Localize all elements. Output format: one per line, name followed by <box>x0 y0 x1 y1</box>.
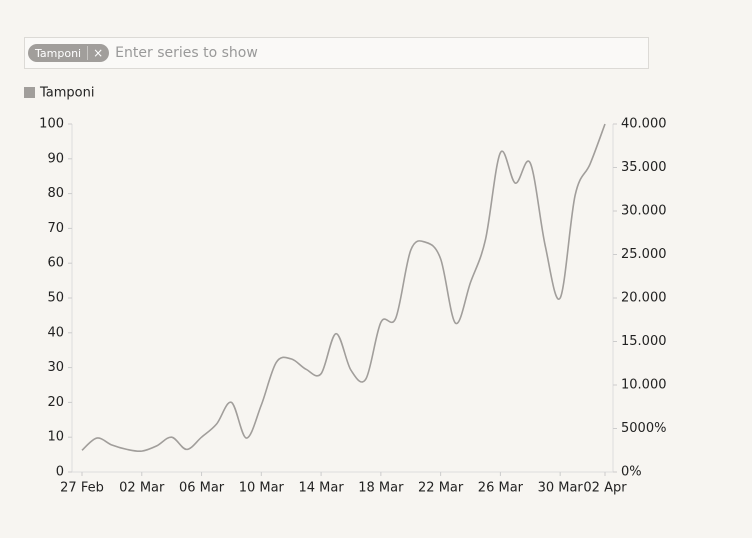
series-picker[interactable]: Tamponi × Enter series to show <box>24 37 649 69</box>
x-tick-label: 06 Mar <box>179 481 225 496</box>
x-tick-label: 26 Mar <box>478 481 524 496</box>
y2-tick-label: 30.000 <box>621 204 667 219</box>
y-tick-label: 20 <box>47 395 64 410</box>
y-tick-label: 80 <box>47 186 64 201</box>
y2-tick-label: 40.000 <box>621 117 667 132</box>
y2-tick-label: 15.000 <box>621 334 667 349</box>
x-tick-label: 02 Apr <box>583 481 627 496</box>
y-tick-label: 0 <box>56 465 64 480</box>
y-tick-label: 100 <box>39 117 64 132</box>
y2-tick-label: 0% <box>621 465 642 480</box>
chip-remove[interactable]: × <box>87 46 103 60</box>
legend-swatch <box>24 87 35 98</box>
y-tick-label: 30 <box>47 360 64 375</box>
legend-label: Tamponi <box>39 86 94 101</box>
y2-tick-label: 20.000 <box>621 291 667 306</box>
x-tick-label: 14 Mar <box>298 481 344 496</box>
y2-tick-label: 35.000 <box>621 160 667 175</box>
x-tick-label: 30 Mar <box>538 481 584 496</box>
y2-tick-label: 10.000 <box>621 378 667 393</box>
y2-tick-label: 5000% <box>621 421 666 436</box>
chip-label: Tamponi <box>35 46 82 60</box>
y2-tick-label: 25.000 <box>621 247 667 262</box>
y-tick-label: 70 <box>47 221 64 236</box>
x-tick-label: 18 Mar <box>358 481 404 496</box>
x-tick-label: 27 Feb <box>60 481 104 496</box>
x-tick-label: 10 Mar <box>239 481 285 496</box>
series-line <box>81 123 606 453</box>
y-tick-label: 90 <box>47 151 64 166</box>
y-tick-label: 50 <box>47 291 64 306</box>
y-tick-label: 60 <box>47 256 64 271</box>
placeholder: Enter series to show <box>115 45 258 61</box>
series-chip[interactable]: Tamponi × <box>28 44 110 62</box>
x-tick-label: 22 Mar <box>418 481 464 496</box>
y-tick-label: 10 <box>47 430 64 445</box>
x-tick-label: 02 Mar <box>119 481 165 496</box>
y-tick-label: 40 <box>47 325 64 340</box>
